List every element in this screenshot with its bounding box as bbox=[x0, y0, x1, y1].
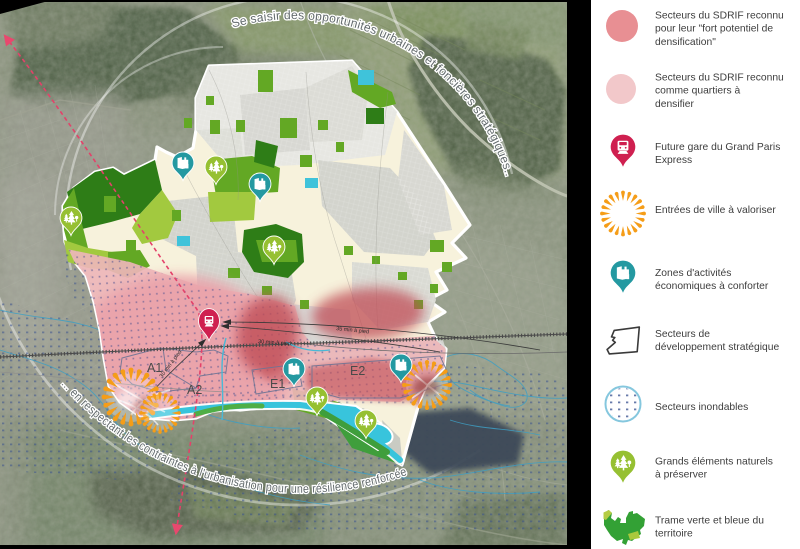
svg-text:économiques à conforter: économiques à conforter bbox=[655, 281, 769, 292]
svg-text:Secteurs du SDRIF reconnu: Secteurs du SDRIF reconnu bbox=[655, 73, 784, 84]
svg-text:densifier: densifier bbox=[655, 99, 694, 110]
svg-text:Entrées de ville à valoriser: Entrées de ville à valoriser bbox=[655, 205, 776, 216]
svg-text:E1: E1 bbox=[270, 377, 285, 391]
svg-text:Secteurs inondables: Secteurs inondables bbox=[655, 402, 748, 413]
svg-text:35 min à pied: 35 min à pied bbox=[336, 326, 369, 335]
svg-text:à préserver: à préserver bbox=[655, 470, 708, 481]
svg-text:30 min à pied: 30 min à pied bbox=[258, 339, 291, 347]
svg-text:Zones d'activités: Zones d'activités bbox=[655, 268, 731, 279]
svg-text:Secteurs de: Secteurs de bbox=[655, 329, 710, 340]
svg-text:densification": densification" bbox=[655, 37, 716, 48]
svg-text:E2: E2 bbox=[350, 364, 365, 378]
svg-text:Express: Express bbox=[655, 155, 692, 166]
svg-text:territoire: territoire bbox=[655, 529, 693, 540]
svg-text:développement stratégique: développement stratégique bbox=[655, 342, 779, 353]
svg-text:A1: A1 bbox=[147, 361, 162, 375]
svg-text:pour leur "fort potentiel de: pour leur "fort potentiel de bbox=[655, 24, 773, 35]
svg-text:Grands éléments naturels: Grands éléments naturels bbox=[655, 457, 773, 468]
svg-text:Secteurs du SDRIF reconnu: Secteurs du SDRIF reconnu bbox=[655, 10, 784, 21]
svg-text:A2: A2 bbox=[187, 383, 202, 397]
svg-text:Future gare du Grand Paris: Future gare du Grand Paris bbox=[655, 142, 780, 153]
svg-text:comme quartiers à: comme quartiers à bbox=[655, 86, 741, 97]
svg-text:Trame verte et bleue du: Trame verte et bleue du bbox=[655, 516, 764, 527]
